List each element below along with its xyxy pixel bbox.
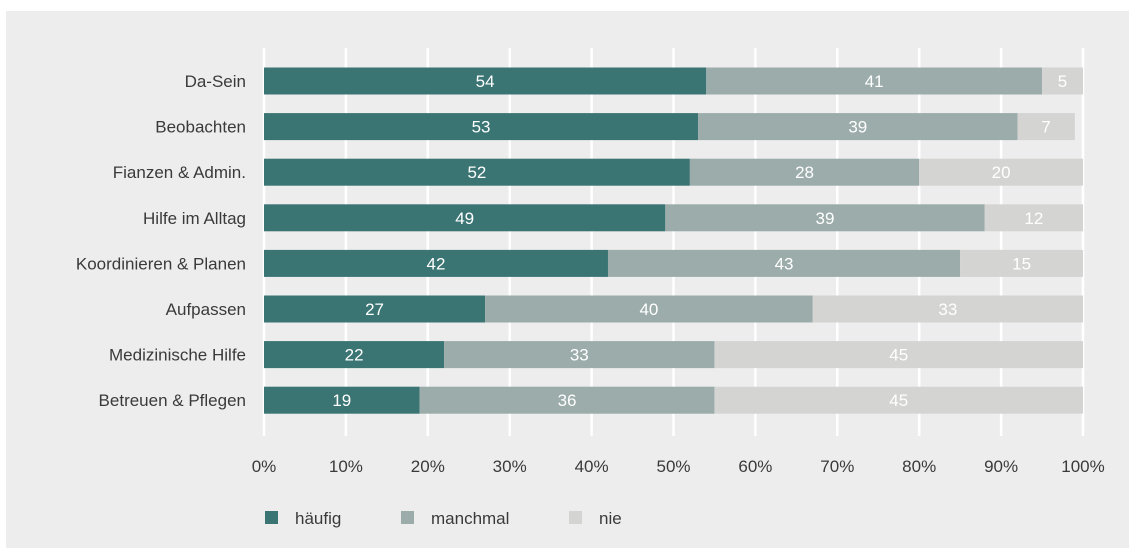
- bar-segment-nie: [1017, 113, 1075, 141]
- bar-value-label: 33: [570, 346, 589, 365]
- x-tick-label: 50%: [656, 457, 690, 476]
- bar-segment-nie: [714, 386, 1083, 414]
- category-labels: Da-Sein Beobachten Fianzen & Admin. Hilfe i…: [76, 72, 246, 410]
- chart-panel: 54 41 5 53 39 7 52 28 20 49 39 12 42 43 15 27 40 33 22 33 45…: [6, 11, 1129, 548]
- category-label: Aufpassen: [166, 300, 246, 319]
- bar-segment-nie: [919, 158, 1083, 186]
- bar-value-label: 53: [472, 118, 491, 137]
- x-tick-label: 10%: [329, 457, 363, 476]
- bar-row: 53 39 7: [264, 113, 1075, 141]
- bar-value-label: 27: [365, 300, 384, 319]
- legend-swatch: [265, 511, 278, 524]
- bar-segment-manchmal: [689, 158, 920, 186]
- x-tick-label: 80%: [902, 457, 936, 476]
- legend-item: häufig: [265, 509, 341, 528]
- bar-value-label: 28: [795, 163, 814, 182]
- bar-value-label: 54: [476, 72, 495, 91]
- legend-swatch: [401, 511, 414, 524]
- category-label: Hilfe im Alltag: [143, 209, 246, 228]
- legend-swatch: [569, 511, 582, 524]
- bar-value-label: 39: [848, 118, 867, 137]
- bar-row: 27 40 33: [264, 295, 1083, 323]
- bar-value-label: 36: [558, 391, 577, 410]
- bar-segment-häufig: [264, 341, 445, 369]
- x-axis-ticks: 0% 10% 20% 30% 40% 50% 60% 70% 80% 90% 100%: [252, 457, 1105, 476]
- legend-label: manchmal: [431, 509, 509, 528]
- bar-row: 42 43 15: [264, 249, 1083, 277]
- bar-row: 52 28 20: [264, 158, 1083, 186]
- legend-label: nie: [599, 509, 622, 528]
- bar-segment-manchmal: [444, 341, 715, 369]
- x-tick-label: 100%: [1061, 457, 1104, 476]
- bar-value-label: 45: [889, 346, 908, 365]
- x-tick-label: 70%: [820, 457, 854, 476]
- bar-segment-häufig: [264, 204, 666, 232]
- bar-value-label: 40: [639, 300, 658, 319]
- bar-value-label: 45: [889, 391, 908, 410]
- stacked-bar-chart: 54 41 5 53 39 7 52 28 20 49 39 12 42 43 15 27 40 33 22 33 45…: [76, 48, 1105, 528]
- x-tick-label: 40%: [575, 457, 609, 476]
- bar-value-label: 22: [345, 346, 364, 365]
- legend: häufig manchmal nie: [265, 509, 622, 528]
- bar-value-label: 42: [427, 254, 446, 273]
- bar-segment-nie: [1042, 67, 1083, 95]
- bar-value-label: 15: [1012, 254, 1031, 273]
- category-label: Betreuen & Pflegen: [99, 391, 246, 410]
- x-tick-label: 0%: [252, 457, 277, 476]
- bar-row: 19 36 45: [264, 386, 1083, 414]
- bar-row: 54 41 5: [264, 67, 1083, 95]
- x-tick-label: 60%: [738, 457, 772, 476]
- bar-value-label: 41: [865, 72, 884, 91]
- bars: 54 41 5 53 39 7 52 28 20 49 39 12 42 43 15 27 40 33 22 33 45…: [264, 67, 1083, 414]
- bar-segment-manchmal: [698, 113, 1018, 141]
- bar-value-label: 7: [1041, 118, 1050, 137]
- legend-item: nie: [569, 509, 622, 528]
- bar-value-label: 33: [938, 300, 957, 319]
- category-label: Da-Sein: [185, 72, 246, 91]
- grid-lines: [262, 48, 1085, 436]
- bar-segment-manchmal: [485, 295, 813, 323]
- bar-value-label: 5: [1058, 72, 1067, 91]
- bar-segment-nie: [812, 295, 1083, 323]
- bar-segment-häufig: [264, 67, 707, 95]
- category-label: Koordinieren & Planen: [76, 254, 246, 273]
- bar-segment-nie: [714, 341, 1083, 369]
- bar-segment-häufig: [264, 295, 486, 323]
- bar-segment-nie: [984, 204, 1083, 232]
- legend-item: manchmal: [401, 509, 509, 528]
- bar-segment-manchmal: [665, 204, 985, 232]
- category-label: Beobachten: [155, 118, 246, 137]
- bar-segment-häufig: [264, 249, 608, 277]
- bar-segment-manchmal: [607, 249, 961, 277]
- bar-segment-manchmal: [419, 386, 715, 414]
- bar-row: 22 33 45: [264, 341, 1083, 369]
- bar-segment-häufig: [264, 113, 699, 141]
- category-label: Medizinische Hilfe: [109, 346, 246, 365]
- x-tick-label: 30%: [493, 457, 527, 476]
- bar-value-label: 20: [992, 163, 1011, 182]
- bar-value-label: 19: [332, 391, 351, 410]
- bar-value-label: 49: [455, 209, 474, 228]
- bar-value-label: 52: [467, 163, 486, 182]
- bar-segment-häufig: [264, 386, 420, 414]
- x-tick-label: 90%: [984, 457, 1018, 476]
- bar-segment-manchmal: [706, 67, 1043, 95]
- bar-value-label: 43: [775, 254, 794, 273]
- category-label: Fianzen & Admin.: [113, 163, 246, 182]
- bar-segment-häufig: [264, 158, 690, 186]
- bar-row: 49 39 12: [264, 204, 1083, 232]
- bar-value-label: 12: [1024, 209, 1043, 228]
- bar-value-label: 39: [816, 209, 835, 228]
- legend-label: häufig: [295, 509, 341, 528]
- x-tick-label: 20%: [411, 457, 445, 476]
- bar-segment-nie: [960, 249, 1083, 277]
